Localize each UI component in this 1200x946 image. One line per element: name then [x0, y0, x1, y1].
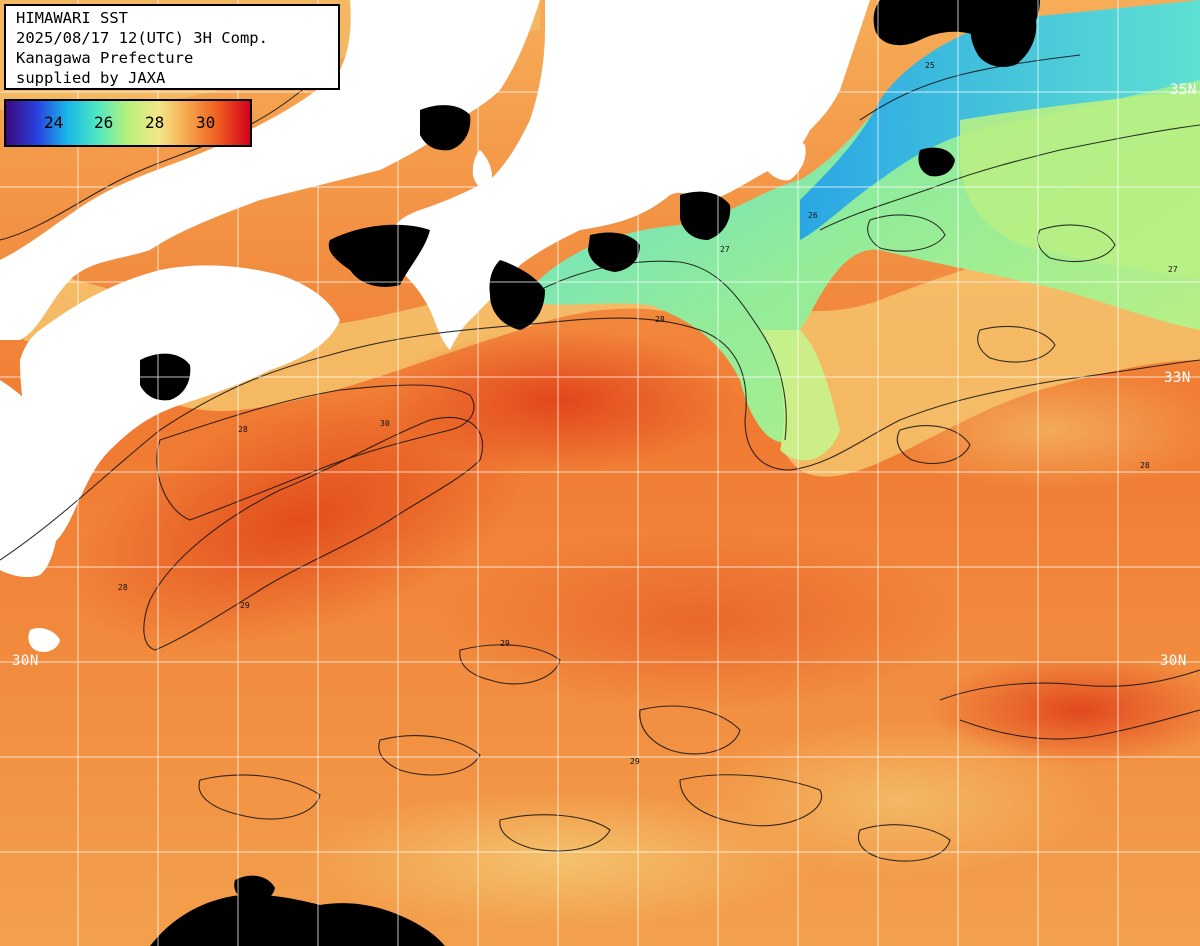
- colorbar-tick-24: 24: [44, 113, 64, 132]
- contour-label: 28: [118, 583, 128, 592]
- contour-28-upper: [0, 49, 341, 241]
- contour-29-north: [156, 384, 475, 521]
- contour-label: 26: [808, 211, 818, 220]
- cloud-tokyo: [588, 232, 640, 272]
- contour-label: 29: [500, 639, 510, 648]
- sst-contours: [0, 49, 1200, 862]
- contour-label: 30: [380, 419, 390, 428]
- contour-label: 28: [238, 425, 248, 434]
- contour-28-east-loop-b: [1037, 224, 1116, 263]
- contour-26-shelf: [819, 124, 1200, 231]
- lat-label-30n-right: 30N: [1160, 653, 1187, 669]
- yellow-patch-southeast: [700, 720, 1100, 880]
- contour-25-deep: [859, 54, 1081, 121]
- contour-label: 29: [240, 601, 250, 610]
- cloud-south-small: [234, 875, 275, 903]
- contour-29-south-e: [198, 774, 321, 820]
- land: [0, 0, 870, 652]
- cool-tongue: [760, 330, 840, 461]
- colorbar-tick-30: 30: [196, 113, 216, 132]
- contour-29-south-a: [459, 644, 561, 685]
- lat-label-30n-left: 30N: [12, 653, 39, 669]
- land-boso: [759, 139, 806, 181]
- contour-label: 29: [630, 757, 640, 766]
- contour-29-south-b: [639, 705, 741, 755]
- colorbar-tick-28: 28: [145, 113, 165, 132]
- title-box: HIMAWARI SST 2025/08/17 12(UTC) 3H Comp.…: [4, 4, 340, 90]
- contour-30-east: [939, 669, 1200, 701]
- contour-29-south-d: [679, 774, 823, 827]
- land-kyushu: [0, 380, 60, 578]
- region-name: Kanagawa Prefecture: [16, 49, 194, 67]
- contour-29-south-g: [857, 824, 951, 862]
- contour-29-west: [143, 416, 484, 651]
- warm-core-west: [69, 391, 531, 649]
- cloud-osaka: [420, 105, 471, 151]
- warm-core-central: [380, 330, 740, 470]
- contour-28-east-loop-c: [977, 325, 1056, 363]
- colorbar-tick-26: 26: [94, 113, 114, 132]
- contour-29-south-f: [499, 814, 611, 852]
- lat-label-33n: 33N: [1164, 370, 1191, 386]
- contour-27-shelf: [539, 260, 787, 441]
- contour-29-east-loop: [896, 425, 971, 464]
- cool-shelf-east: [960, 90, 1200, 280]
- sst-colorbar: 24 26 28 30: [4, 99, 252, 147]
- contour-label: 27: [720, 245, 730, 254]
- contour-28-kuroshio: [0, 317, 1200, 561]
- contour-30-east-b: [959, 709, 1200, 740]
- contour-label: 27: [1168, 265, 1178, 274]
- contour-labels: 30 29 28 28 27 26 25 29 29 28 27 28: [118, 61, 1178, 766]
- land-kii: [433, 225, 510, 305]
- contour-28-east-loop: [867, 214, 946, 252]
- land-shikoku: [20, 265, 340, 547]
- contour-29-south-c: [378, 735, 481, 776]
- timestamp: 2025/08/17 12(UTC) 3H Comp.: [16, 29, 268, 47]
- cloud-kii-east: [489, 260, 545, 330]
- contour-label: 25: [925, 61, 935, 70]
- cloud-coast: [918, 147, 955, 177]
- land-honshu: [0, 0, 540, 340]
- cloud-northeast-b: [970, 7, 1037, 67]
- data-credit: supplied by JAXA: [16, 69, 166, 87]
- product-title: HIMAWARI SST: [16, 9, 128, 27]
- warm-core-south: [440, 530, 960, 710]
- cloud-south: [150, 894, 445, 946]
- cloud-kii: [328, 224, 430, 287]
- land-honshu-main: [389, 0, 870, 350]
- yellow-patch-south: [300, 790, 820, 930]
- land-tanegashima: [28, 628, 60, 652]
- lat-label-top-right: 35N: [1170, 82, 1197, 98]
- contour-label: 28: [655, 315, 665, 324]
- contour-label: 28: [1140, 461, 1150, 470]
